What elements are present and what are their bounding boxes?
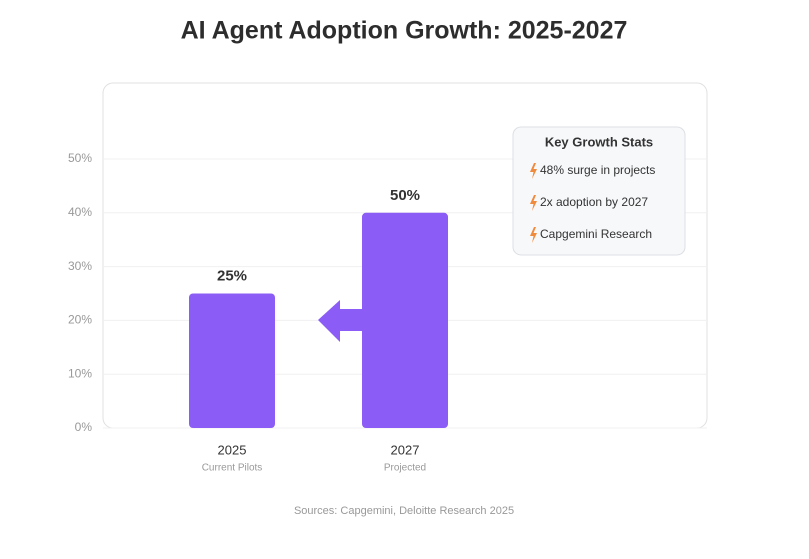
stats-box xyxy=(512,126,686,256)
y-tick-label: 10% xyxy=(68,366,92,380)
bolt-icon xyxy=(530,195,537,211)
y-tick-label: 0% xyxy=(75,420,93,434)
bar-annotation: 25% xyxy=(217,267,247,284)
x-tick-label: 2025 xyxy=(218,442,247,457)
x-tick-label: 2027 xyxy=(391,442,420,457)
source: Sources: Capgemini, Deloitte Research 20… xyxy=(294,505,514,517)
stats-title: Key Growth Stats xyxy=(545,134,653,149)
bar-annotation: 50% xyxy=(390,187,420,204)
y-tick-label: 20% xyxy=(68,313,92,327)
y-tick-label: 40% xyxy=(68,205,92,219)
plot: 0% 10% 20% 30% 40% 50% 25% 2025 Current Pilots 50… xyxy=(68,151,707,474)
stat-item: 2x adoption by 2027 xyxy=(540,195,648,209)
y-tick-label: 50% xyxy=(68,151,92,165)
x-tick-sublabel: Current Pilots xyxy=(202,463,263,474)
arrow xyxy=(318,300,362,342)
bolt-icon xyxy=(530,163,537,179)
y-tick-label: 30% xyxy=(68,259,92,273)
stat-item: 48% surge in projects xyxy=(540,163,655,177)
bar xyxy=(189,293,275,428)
stat-item: Capgemini Research xyxy=(540,227,652,241)
bar xyxy=(362,212,448,428)
bolt-icon xyxy=(530,227,537,243)
chart-title: AI Agent Adoption Growth: 2025-2027 xyxy=(181,17,628,45)
x-tick-sublabel: Projected xyxy=(384,463,426,474)
